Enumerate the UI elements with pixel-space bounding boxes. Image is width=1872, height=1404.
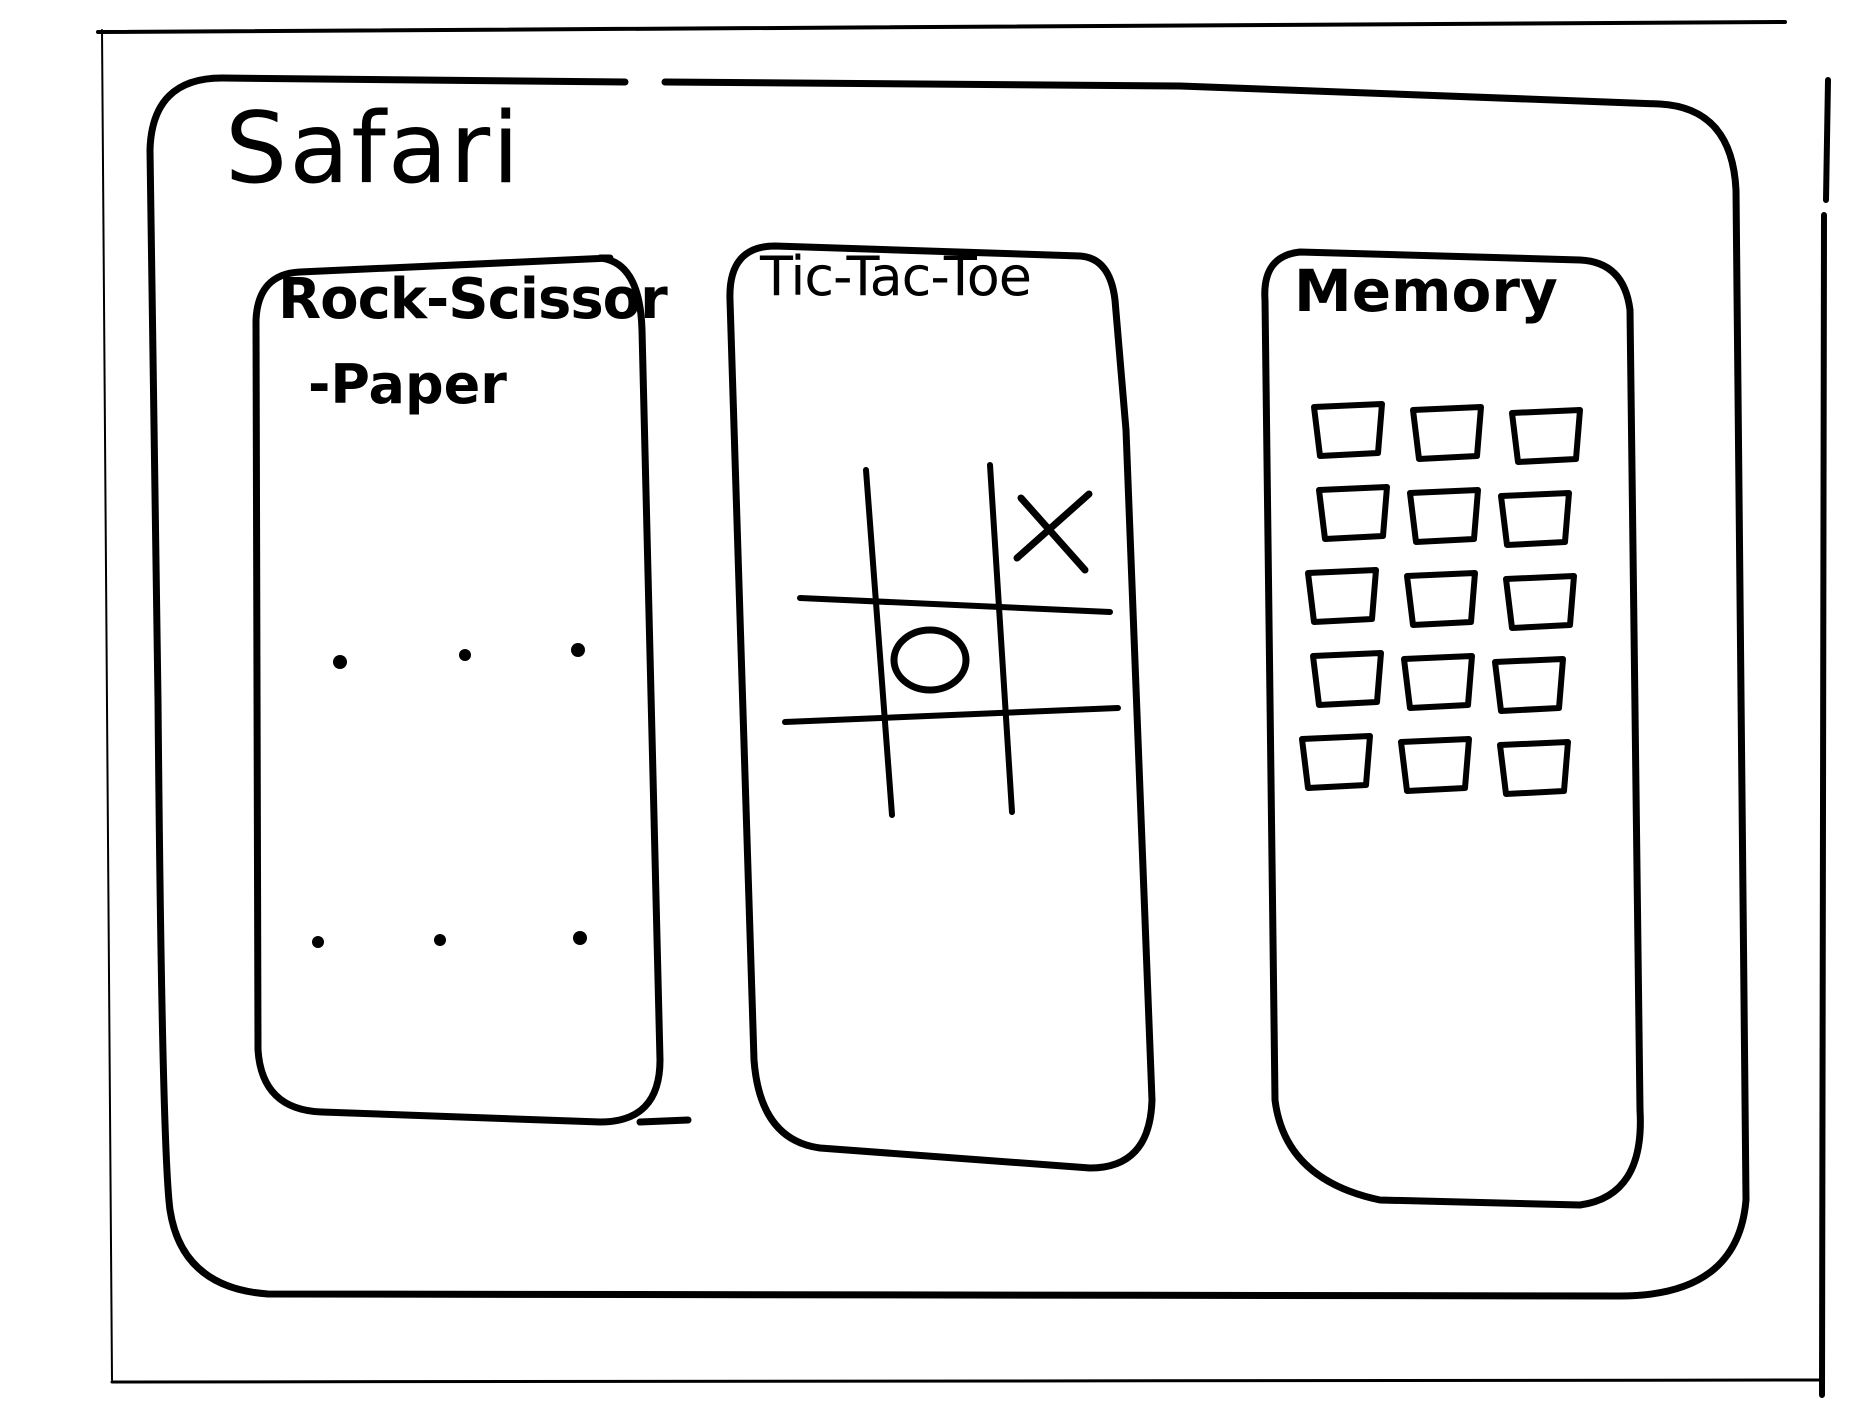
memory-tile xyxy=(1398,736,1472,794)
rsp-dot xyxy=(434,934,446,946)
browser-title: Safari xyxy=(225,92,522,206)
ttt-grid-line xyxy=(987,462,1015,815)
memory-tile xyxy=(1509,407,1583,465)
memory-tile xyxy=(1305,567,1379,625)
memory-tile xyxy=(1498,490,1572,548)
memory-tile xyxy=(1503,573,1577,631)
ttt-grid-line xyxy=(863,467,895,818)
memory-tile xyxy=(1497,739,1571,797)
ttt-grid-line xyxy=(782,705,1121,725)
browser-window-frame xyxy=(146,74,1750,1300)
ttt-x-mark xyxy=(1013,490,1093,574)
memory-title: Memory xyxy=(1294,257,1558,325)
rsp-card-frame xyxy=(252,254,692,1126)
rsp-dot xyxy=(312,936,324,948)
memory-tile xyxy=(1401,653,1475,711)
game-card-memory[interactable] xyxy=(1262,250,1647,1205)
memory-tile xyxy=(1407,487,1481,545)
game-card-tic-tac-toe[interactable] xyxy=(728,240,1153,1165)
memory-tile xyxy=(1404,570,1478,628)
frame-left-line xyxy=(101,29,113,1381)
rsp-dot xyxy=(459,649,471,661)
ttt-title: Tic-Tac-Toe xyxy=(760,245,1032,308)
rsp-choice-dots xyxy=(312,643,587,948)
tic-tac-toe-grid xyxy=(782,462,1121,818)
ttt-card-frame xyxy=(726,242,1156,1172)
memory-tile-grid xyxy=(1299,401,1583,797)
memory-tile xyxy=(1410,404,1484,462)
frame-top-line xyxy=(96,20,1787,34)
rsp-dot xyxy=(573,931,587,945)
ttt-o-mark xyxy=(890,626,970,694)
rsp-dot xyxy=(571,643,585,657)
memory-tile xyxy=(1310,650,1384,708)
memory-tile xyxy=(1316,484,1390,542)
frame-right-line xyxy=(1819,77,1831,1398)
rsp-title: Rock-Scissor xyxy=(278,267,668,332)
memory-tile xyxy=(1299,733,1373,791)
tic-tac-toe-marks xyxy=(890,490,1093,694)
memory-card-frame xyxy=(1261,248,1644,1209)
rsp-dot xyxy=(333,655,347,669)
ttt-grid-line xyxy=(797,595,1113,615)
rsp-title-line2: -Paper xyxy=(308,353,507,416)
frame-bottom-line xyxy=(110,1378,1822,1384)
memory-tile xyxy=(1311,401,1385,459)
memory-tile xyxy=(1492,656,1566,714)
